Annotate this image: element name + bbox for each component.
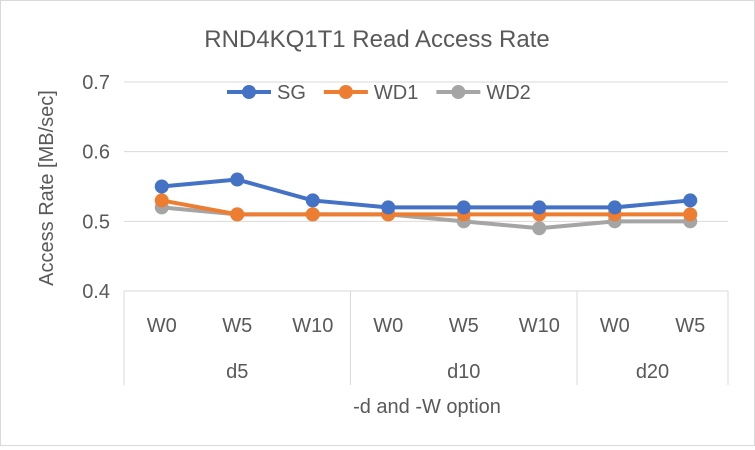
y-tick-label: 0.6 bbox=[82, 142, 110, 164]
data-point-sg bbox=[230, 172, 245, 187]
legend-marker bbox=[242, 85, 256, 99]
data-point-sg bbox=[607, 200, 622, 215]
y-tick-label: 0.4 bbox=[82, 281, 110, 303]
x-tick-label: W0 bbox=[373, 315, 403, 337]
chart-title: RND4KQ1T1 Read Access Rate bbox=[204, 26, 549, 53]
y-tick-label: 0.5 bbox=[82, 211, 110, 233]
series-group bbox=[154, 172, 698, 236]
legend-label: WD2 bbox=[486, 82, 530, 104]
data-point-sg bbox=[381, 200, 396, 215]
x-group-label: d5 bbox=[226, 361, 248, 383]
x-group-label: d20 bbox=[636, 361, 669, 383]
y-axis-ticks: 0.4 0.5 0.6 0.7 bbox=[82, 72, 110, 303]
x-tick-label: W10 bbox=[519, 315, 560, 337]
legend-marker bbox=[451, 85, 466, 99]
series-line-wd1 bbox=[159, 198, 693, 217]
data-point-wd1 bbox=[154, 193, 169, 208]
gridlines bbox=[124, 81, 728, 292]
legend-label: SG bbox=[277, 82, 306, 104]
x-axis-label: -d and -W option bbox=[353, 396, 501, 418]
data-point-wd1 bbox=[305, 207, 320, 222]
series-line-sg bbox=[159, 177, 693, 210]
legend-marker bbox=[338, 85, 353, 99]
data-point-wd2 bbox=[532, 221, 547, 236]
data-point-sg bbox=[305, 193, 320, 208]
data-point-wd1 bbox=[683, 207, 698, 222]
data-point-sg bbox=[456, 200, 471, 215]
y-axis-label: Access Rate [MB/sec] bbox=[36, 90, 58, 286]
x-axis: W0 W5 W10 W0 W5 W10 W0 W5 d5 d10 d20 bbox=[123, 290, 729, 385]
legend-label: WD1 bbox=[374, 82, 418, 104]
legend: SG WD1 WD2 bbox=[227, 82, 531, 104]
x-tick-label: W5 bbox=[222, 315, 252, 337]
x-tick-label: W0 bbox=[600, 315, 630, 337]
x-tick-label: W5 bbox=[675, 315, 705, 337]
x-tick-label: W5 bbox=[449, 315, 479, 337]
data-point-sg bbox=[154, 179, 169, 194]
x-tick-label: W10 bbox=[292, 315, 333, 337]
x-group-label: d10 bbox=[447, 361, 480, 383]
data-point-wd1 bbox=[230, 207, 245, 222]
x-tick-label: W0 bbox=[147, 315, 177, 337]
y-tick-label: 0.7 bbox=[82, 72, 110, 94]
data-point-sg bbox=[683, 193, 698, 208]
data-point-sg bbox=[532, 200, 547, 215]
